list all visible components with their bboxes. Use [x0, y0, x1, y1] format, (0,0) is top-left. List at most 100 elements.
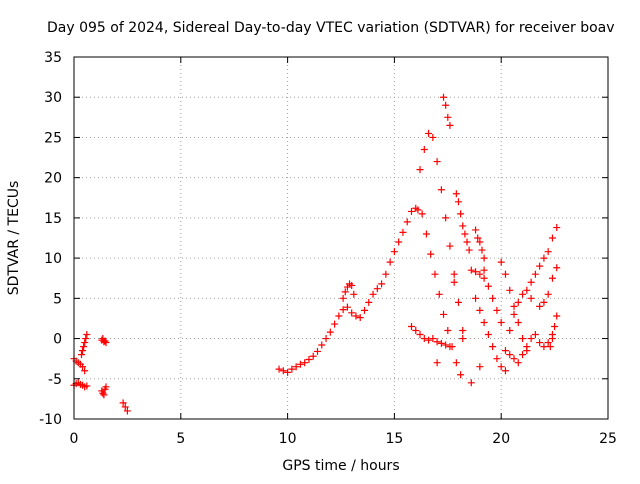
series-early-d — [98, 335, 110, 347]
data-point — [459, 222, 467, 230]
data-point — [467, 266, 475, 274]
data-point — [318, 341, 326, 349]
data-point — [501, 347, 509, 355]
data-point — [501, 367, 509, 375]
data-point — [341, 288, 349, 296]
data-point — [497, 363, 505, 371]
data-point — [450, 278, 458, 286]
series-late-mid — [536, 264, 561, 310]
data-point — [489, 343, 497, 351]
data-point — [435, 290, 443, 298]
data-point — [457, 210, 465, 218]
data-point — [326, 328, 334, 336]
x-tick-label: 20 — [492, 431, 510, 447]
data-point — [99, 389, 107, 397]
data-point — [102, 339, 110, 347]
axis-ticks: 0 5 10 15 20 25 -10 -5 0 5 10 15 20 25 30 35 — [39, 50, 617, 447]
x-tick-label: 25 — [599, 431, 617, 447]
data-point — [433, 338, 441, 346]
data-point — [548, 331, 556, 339]
chart-title: Day 095 of 2024, Sidereal Day-to-day VTE… — [47, 20, 615, 36]
y-tick-label: 0 — [53, 332, 62, 348]
data-point — [454, 198, 462, 206]
data-point — [548, 234, 556, 242]
y-tick-label: -10 — [39, 412, 62, 428]
data-point — [536, 339, 544, 347]
data-point — [510, 310, 518, 318]
data-point — [476, 306, 484, 314]
y-tick-label: 30 — [44, 90, 62, 106]
data-point — [418, 210, 426, 218]
data-point — [339, 294, 347, 302]
data-point — [551, 322, 559, 330]
data-point — [546, 343, 554, 351]
data-point — [414, 206, 422, 214]
data-point — [425, 336, 433, 344]
grid — [74, 57, 608, 419]
y-axis-label: SDTVAR / TECUs — [6, 181, 22, 296]
series-peak-17 — [416, 129, 467, 335]
series-late-end — [546, 312, 561, 351]
x-tick-label: 5 — [176, 431, 185, 447]
data-point — [403, 218, 411, 226]
data-point — [527, 278, 535, 286]
series-early-e — [98, 383, 110, 399]
data-point — [420, 335, 428, 343]
y-tick-label: 25 — [44, 130, 62, 146]
series-early-f — [119, 399, 131, 415]
series-fall-16 — [414, 206, 465, 379]
data-point — [544, 339, 552, 347]
data-point — [444, 327, 452, 335]
data-point — [446, 242, 454, 250]
data-point — [81, 339, 89, 347]
data-point — [101, 337, 109, 345]
data-point — [536, 262, 544, 270]
data-point — [442, 214, 450, 222]
data-point — [506, 286, 514, 294]
data-point — [433, 359, 441, 367]
data-point — [457, 371, 465, 379]
series-late-low — [501, 331, 556, 367]
data-point — [493, 306, 501, 314]
data-point — [119, 399, 127, 407]
data-point — [452, 190, 460, 198]
data-point — [279, 367, 287, 375]
data-point — [540, 343, 548, 351]
data-point — [476, 363, 484, 371]
data-point — [510, 302, 518, 310]
data-point — [472, 294, 480, 302]
data-point — [292, 363, 300, 371]
data-point — [544, 248, 552, 256]
data-point — [356, 314, 364, 322]
series-drop-20 — [497, 258, 531, 355]
data-point — [416, 166, 424, 174]
data-point — [523, 343, 531, 351]
data-point — [378, 280, 386, 288]
series-late-rise — [506, 286, 535, 335]
data-point — [407, 322, 415, 330]
data-point — [461, 230, 469, 238]
data-point — [429, 335, 437, 343]
data-point — [548, 274, 556, 282]
data-point — [531, 331, 539, 339]
data-point — [416, 331, 424, 339]
data-point — [465, 246, 473, 254]
data-point — [527, 335, 535, 343]
data-point — [463, 238, 471, 246]
data-point — [390, 248, 398, 256]
x-tick-label: 10 — [279, 431, 297, 447]
data-point — [82, 335, 90, 343]
data-point — [80, 343, 88, 351]
data-point — [437, 186, 445, 194]
data-point — [536, 302, 544, 310]
data-point — [79, 347, 87, 355]
data-point — [100, 391, 108, 399]
data-point — [275, 365, 283, 373]
data-point — [480, 266, 488, 274]
y-tick-label: 5 — [53, 291, 62, 307]
data-point — [553, 224, 561, 232]
y-tick-label: 15 — [44, 211, 62, 227]
data-point — [322, 335, 330, 343]
data-point — [382, 270, 390, 278]
data-points — [70, 93, 561, 415]
